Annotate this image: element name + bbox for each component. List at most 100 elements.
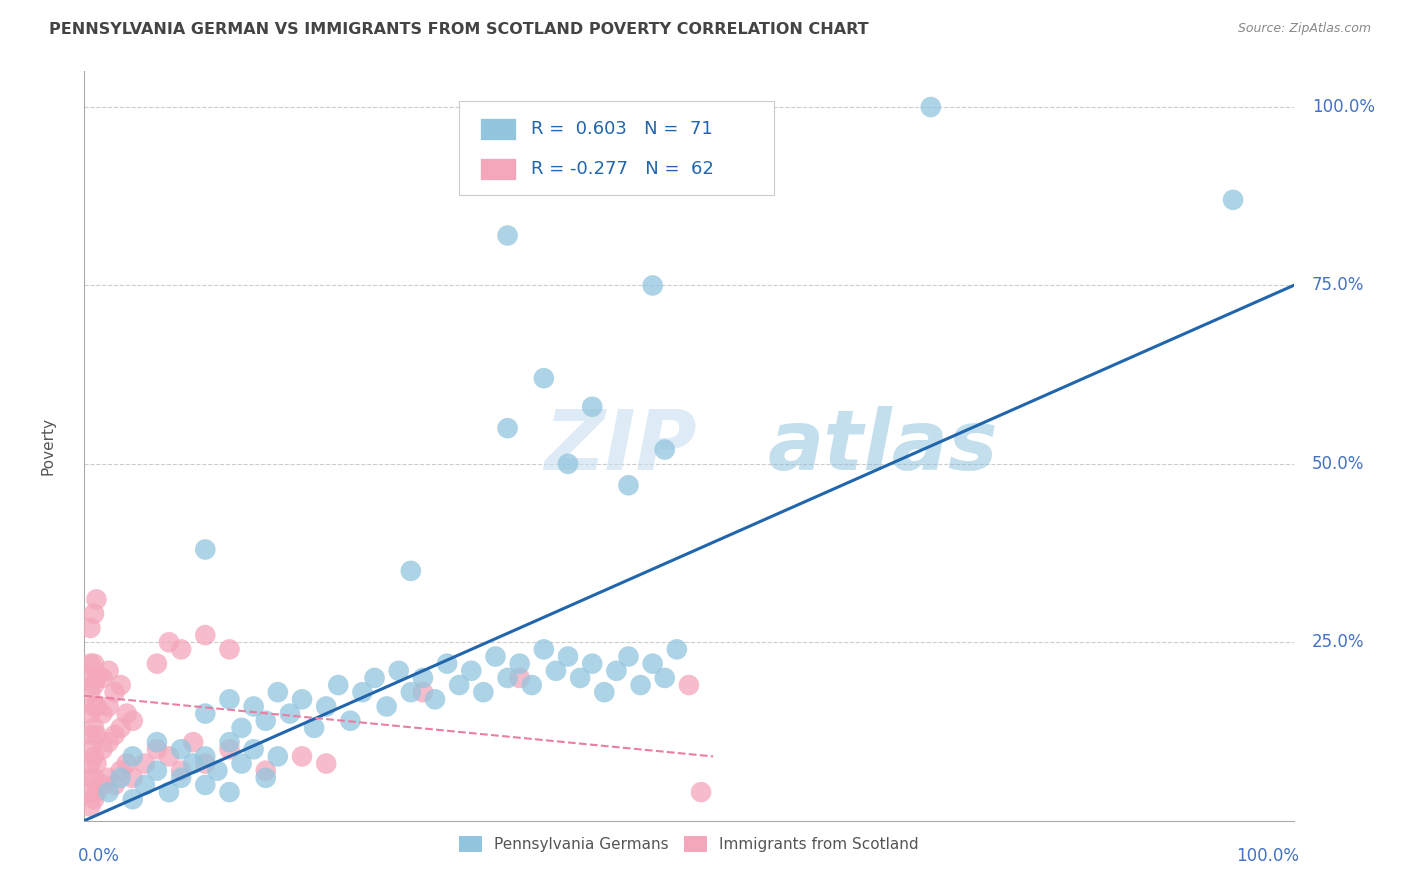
- Point: [617, 649, 640, 664]
- Point: [363, 671, 385, 685]
- Point: [484, 649, 506, 664]
- Point: [83, 792, 105, 806]
- Point: [641, 278, 664, 293]
- Point: [79, 756, 101, 771]
- Point: [79, 671, 101, 685]
- Point: [121, 771, 143, 785]
- Point: [388, 664, 411, 678]
- Point: [509, 657, 531, 671]
- Point: [110, 678, 132, 692]
- Point: [121, 792, 143, 806]
- Point: [79, 728, 101, 742]
- Point: [509, 671, 531, 685]
- Point: [121, 749, 143, 764]
- Point: [375, 699, 398, 714]
- Point: [79, 657, 101, 671]
- Point: [79, 685, 101, 699]
- FancyBboxPatch shape: [479, 118, 516, 140]
- Point: [110, 771, 132, 785]
- Point: [254, 764, 277, 778]
- Point: [533, 371, 555, 385]
- Point: [157, 635, 180, 649]
- Point: [104, 778, 127, 792]
- Point: [104, 728, 127, 742]
- Point: [315, 756, 337, 771]
- Point: [181, 756, 204, 771]
- Point: [79, 621, 101, 635]
- Point: [83, 749, 105, 764]
- Point: [207, 764, 229, 778]
- Point: [472, 685, 495, 699]
- Text: R = -0.277   N =  62: R = -0.277 N = 62: [530, 160, 713, 178]
- Point: [520, 678, 543, 692]
- Point: [267, 685, 290, 699]
- Point: [581, 657, 603, 671]
- Point: [315, 699, 337, 714]
- Point: [920, 100, 942, 114]
- Point: [79, 771, 101, 785]
- Point: [231, 756, 253, 771]
- Text: ZIP: ZIP: [544, 406, 696, 486]
- Point: [181, 735, 204, 749]
- Point: [557, 457, 579, 471]
- Point: [79, 706, 101, 721]
- Point: [121, 714, 143, 728]
- Point: [423, 692, 446, 706]
- Point: [157, 785, 180, 799]
- Point: [218, 742, 240, 756]
- Text: R =  0.603   N =  71: R = 0.603 N = 71: [530, 120, 713, 138]
- Point: [91, 742, 114, 756]
- Text: PENNSYLVANIA GERMAN VS IMMIGRANTS FROM SCOTLAND POVERTY CORRELATION CHART: PENNSYLVANIA GERMAN VS IMMIGRANTS FROM S…: [49, 22, 869, 37]
- Point: [83, 771, 105, 785]
- Point: [115, 706, 138, 721]
- Point: [110, 764, 132, 778]
- Point: [86, 671, 108, 685]
- Point: [291, 692, 314, 706]
- Point: [302, 721, 325, 735]
- Text: 100.0%: 100.0%: [1312, 98, 1375, 116]
- Point: [86, 592, 108, 607]
- Point: [242, 699, 264, 714]
- Point: [569, 671, 592, 685]
- Point: [218, 692, 240, 706]
- Point: [146, 764, 169, 778]
- Point: [146, 742, 169, 756]
- Point: [267, 749, 290, 764]
- Point: [194, 778, 217, 792]
- Text: Source: ZipAtlas.com: Source: ZipAtlas.com: [1237, 22, 1371, 36]
- Point: [665, 642, 688, 657]
- Point: [134, 778, 156, 792]
- Point: [460, 664, 482, 678]
- Text: 100.0%: 100.0%: [1236, 847, 1299, 865]
- Point: [97, 771, 120, 785]
- Point: [218, 642, 240, 657]
- Point: [352, 685, 374, 699]
- Point: [194, 542, 217, 557]
- Point: [399, 685, 422, 699]
- Point: [218, 785, 240, 799]
- Point: [115, 756, 138, 771]
- Point: [231, 721, 253, 735]
- Point: [79, 785, 101, 799]
- Point: [617, 478, 640, 492]
- Text: 0.0%: 0.0%: [79, 847, 120, 865]
- Point: [581, 400, 603, 414]
- Point: [328, 678, 350, 692]
- Point: [544, 664, 567, 678]
- Point: [412, 671, 434, 685]
- Point: [83, 657, 105, 671]
- Point: [97, 699, 120, 714]
- Point: [1222, 193, 1244, 207]
- Point: [654, 442, 676, 457]
- Point: [86, 699, 108, 714]
- Point: [170, 742, 193, 756]
- Point: [654, 671, 676, 685]
- Point: [678, 678, 700, 692]
- Point: [79, 799, 101, 814]
- Point: [593, 685, 616, 699]
- Point: [605, 664, 627, 678]
- Point: [194, 756, 217, 771]
- Text: 50.0%: 50.0%: [1312, 455, 1364, 473]
- Point: [496, 671, 519, 685]
- Point: [134, 756, 156, 771]
